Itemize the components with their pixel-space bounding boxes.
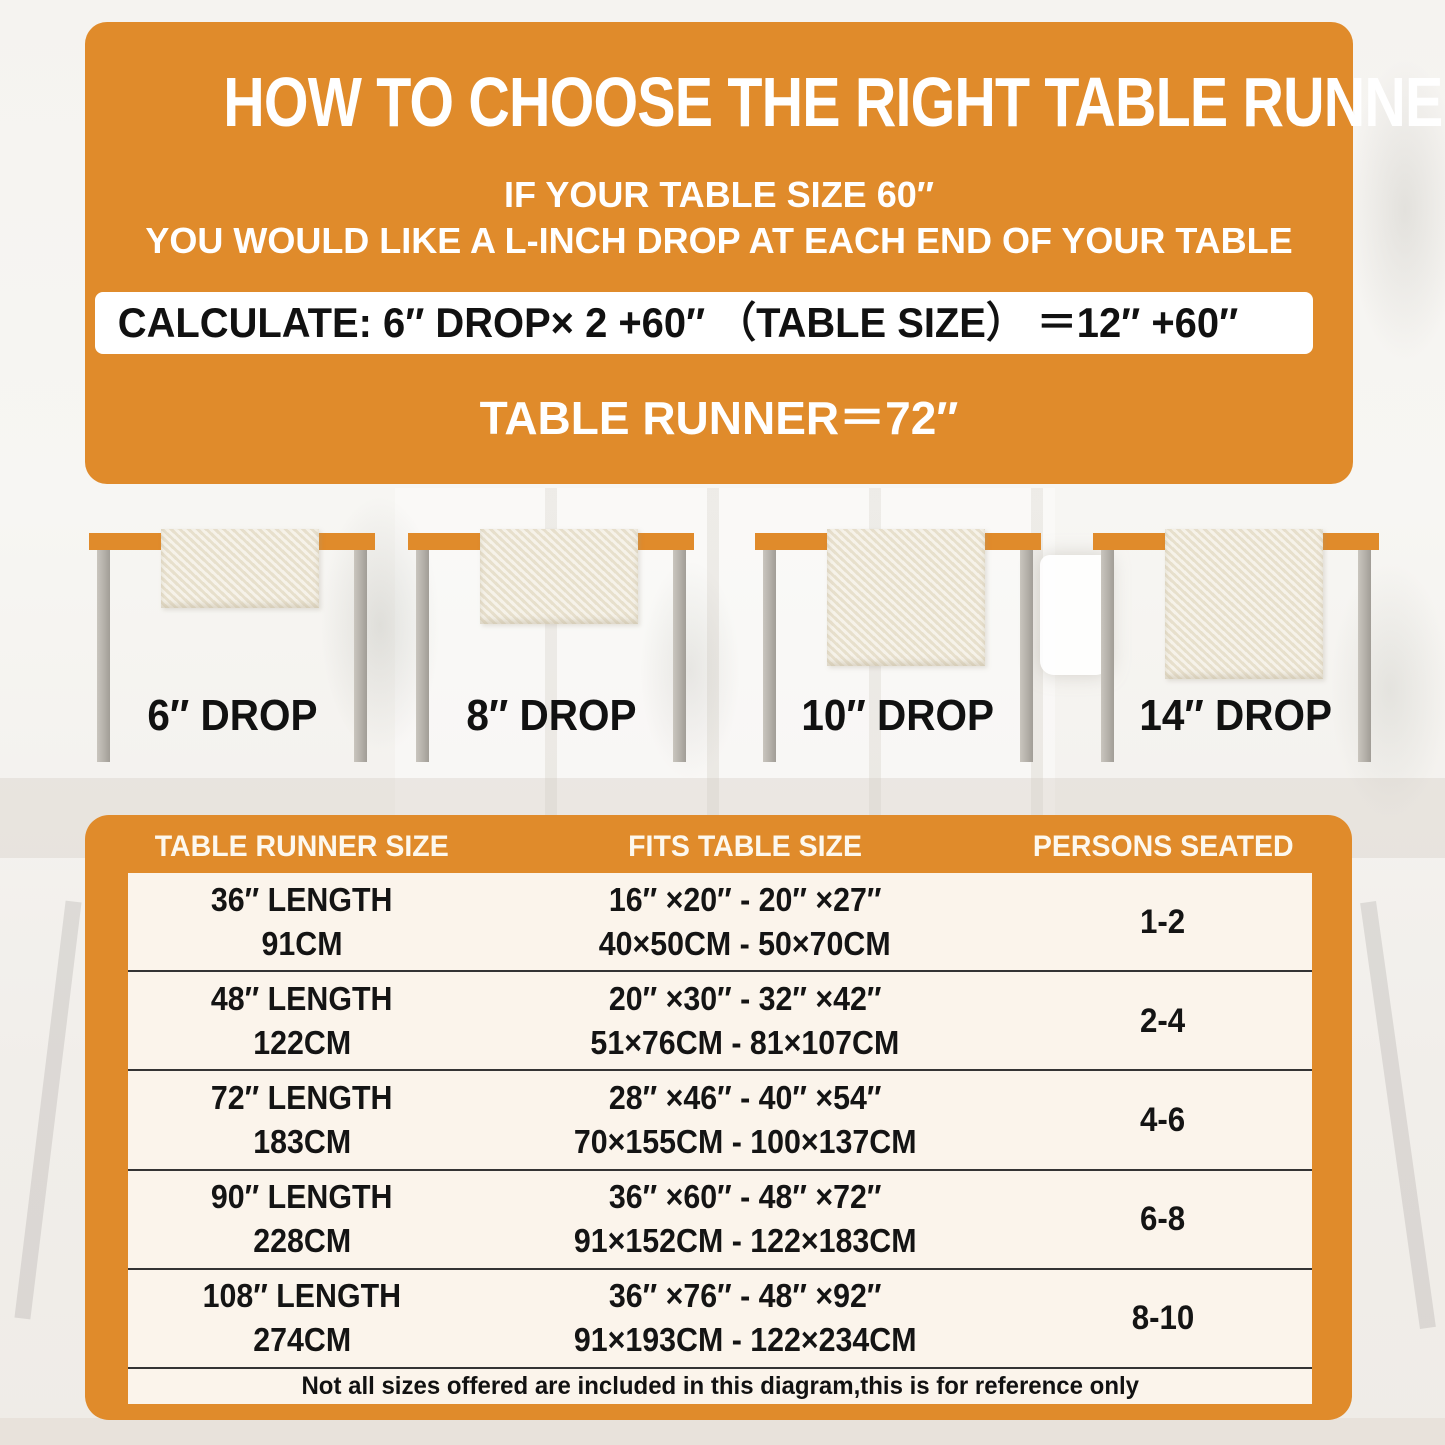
fits-size-cell: 36″ ×76″ - 48″ ×92″ 91×193CM - 122×234CM [573, 1277, 917, 1359]
column-header-fits-table: FITS TABLE SIZE [628, 830, 862, 863]
size-table-header: TABLE RUNNER SIZE FITS TABLE SIZE PERSON… [128, 823, 1312, 871]
drop-label: 14″ DROP [1139, 691, 1333, 740]
fits-size-cell: 16″ ×20″ - 20″ ×27″ 40×50CM - 50×70CM [599, 880, 891, 962]
table-row: 90″ LENGTH 228CM 36″ ×60″ - 48″ ×72″ 91×15… [128, 1168, 1312, 1268]
drop-label: 10″ DROP [801, 691, 995, 740]
table-row: 72″ LENGTH 183CM 28″ ×46″ - 40″ ×54″ 70×15… [128, 1069, 1312, 1168]
runner-shape [161, 529, 319, 608]
table-leg-shape [673, 550, 686, 762]
table-leg-shape [97, 550, 110, 762]
footnote: Not all sizes offered are included in th… [128, 1367, 1312, 1404]
plant-silhouette [1330, 560, 1445, 820]
floor-shape [0, 1418, 1445, 1445]
table-leg-shape [1358, 550, 1371, 762]
subtitle-line-2: YOU WOULD LIKE A L-INCH DROP AT EACH END… [145, 220, 1293, 261]
chair-leg-silhouette [14, 900, 82, 1320]
table-row: 108″ LENGTH 274CM 36″ ×76″ - 48″ ×92″ 91×1… [128, 1267, 1312, 1367]
column-header-runner-size: TABLE RUNNER SIZE [155, 830, 449, 863]
runner-size-cell: 90″ LENGTH 228CM [211, 1178, 393, 1260]
fits-size-cell: 28″ ×46″ - 40″ ×54″ 70×155CM - 100×137CM [573, 1079, 917, 1160]
runner-size-cell: 48″ LENGTH 122CM [211, 979, 393, 1061]
size-table-panel: TABLE RUNNER SIZE FITS TABLE SIZE PERSON… [85, 815, 1352, 1420]
fits-size-cell: 36″ ×60″ - 48″ ×72″ 91×152CM - 122×183CM [573, 1178, 917, 1260]
table-row: 48″ LENGTH 122CM 20″ ×30″ - 32″ ×42″ 51×76… [128, 970, 1312, 1069]
size-table-body: 36″ LENGTH 91CM 16″ ×20″ - 20″ ×27″ 40×50C… [128, 873, 1312, 1404]
table-leg-shape [1020, 550, 1033, 762]
page-title: HOW TO CHOOSE THE RIGHT TABLE RUNNER [223, 63, 1445, 141]
column-header-persons: PERSONS SEATED [1032, 830, 1294, 863]
runner-size-cell: 72″ LENGTH 183CM [211, 1079, 393, 1160]
persons-cell: 4-6 [1140, 1101, 1186, 1139]
table-leg-shape [1101, 550, 1114, 762]
chair-leg-silhouette [1360, 900, 1436, 1330]
table-leg-shape [763, 550, 776, 762]
pitcher-silhouette [1040, 555, 1110, 675]
runner-size-cell: 108″ LENGTH 274CM [202, 1277, 402, 1359]
persons-cell: 6-8 [1140, 1200, 1186, 1239]
table-row: 36″ LENGTH 91CM 16″ ×20″ - 20″ ×27″ 40×50C… [128, 873, 1312, 970]
drop-illustration-14in: 14″ DROP [1093, 529, 1379, 779]
runner-shape [827, 529, 985, 666]
runner-shape [1165, 529, 1323, 679]
persons-cell: 2-4 [1140, 1001, 1186, 1040]
table-leg-shape [416, 550, 429, 762]
table-leg-shape [354, 550, 367, 762]
calculation-result: TABLE RUNNER＝72″ [479, 392, 959, 444]
drop-label: 8″ DROP [465, 691, 637, 740]
drop-illustration-10in: 10″ DROP [755, 529, 1041, 779]
runner-shape [480, 529, 638, 624]
drop-label: 6″ DROP [146, 691, 318, 740]
persons-cell: 8-10 [1131, 1299, 1195, 1338]
plant-silhouette [1350, 60, 1445, 360]
drop-illustration-8in: 8″ DROP [408, 529, 694, 779]
runner-size-cell: 36″ LENGTH 91CM [211, 880, 393, 962]
drop-illustration-6in: 6″ DROP [89, 529, 375, 779]
subtitle-line-1: IF YOUR TABLE SIZE 60″ [504, 174, 934, 215]
calculation-bar: CALCULATE: 6″ DROP× 2 +60″ （TABLE SIZE） … [95, 292, 1313, 354]
header-banner: HOW TO CHOOSE THE RIGHT TABLE RUNNER IF … [85, 22, 1445, 484]
fits-size-cell: 20″ ×30″ - 32″ ×42″ 51×76CM - 81×107CM [590, 979, 900, 1061]
persons-cell: 1-2 [1140, 902, 1186, 941]
plant-silhouette [640, 560, 740, 780]
